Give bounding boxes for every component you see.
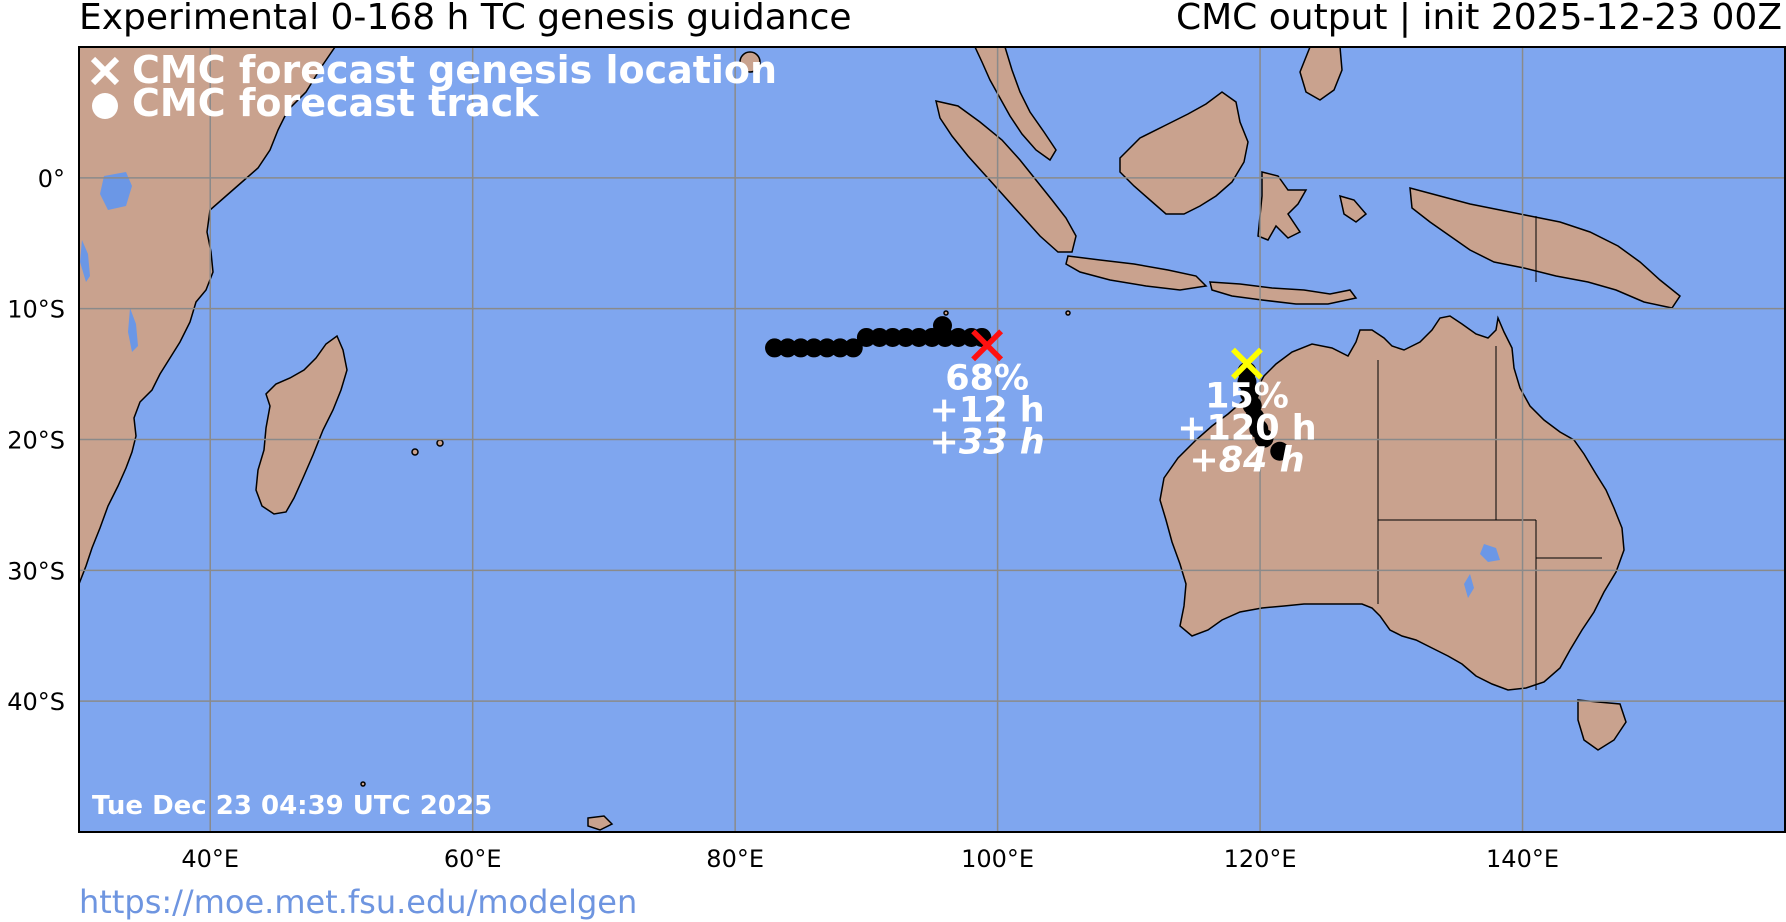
track-point: [804, 338, 824, 358]
track-point: [883, 327, 903, 347]
forecast-system-1: 68%+12 h+33 h: [765, 316, 1045, 462]
footer-url: https://moe.met.fsu.edu/modelgen: [79, 883, 637, 921]
axes: 40°E 60°E 80°E 100°E 120°E 140°E 0° 10°S 20°S 30°…: [7, 165, 1559, 873]
land-christmas-island: [1065, 310, 1071, 316]
land-sumatra: [934, 100, 1077, 253]
lakes: [80, 172, 1500, 598]
lake-victoria: [100, 172, 132, 210]
lon-tick-label: 80°E: [706, 845, 764, 873]
genesis-duration: +84 h: [1189, 441, 1304, 481]
lake-eyre: [1480, 544, 1500, 562]
map-frame: [78, 46, 1786, 833]
land-tasmania: [1577, 699, 1627, 751]
land-masses: [79, 47, 1682, 831]
genesis-probability: 15%: [1205, 377, 1289, 417]
genesis-marker: [971, 329, 1004, 362]
land-cocos-islands: [943, 310, 949, 316]
land-java: [1065, 255, 1208, 291]
track-point: [896, 327, 916, 347]
track-point: [856, 327, 876, 347]
track-point: [817, 338, 837, 358]
lon-tick-label: 100°E: [961, 845, 1034, 873]
genesis-lead-time: +120 h: [1177, 409, 1317, 449]
land-malay-peninsula: [974, 47, 1057, 162]
forecast-system-2: 15%+120 h+84 h: [1177, 347, 1317, 481]
timestamp: Tue Dec 23 04:39 UTC 2025: [92, 791, 492, 821]
land-africa: [79, 47, 336, 585]
gridlines: [79, 47, 1785, 832]
lon-tick-label: 140°E: [1486, 845, 1559, 873]
track-point: [909, 327, 929, 347]
track-point: [1254, 428, 1274, 448]
lon-tick-label: 60°E: [444, 845, 502, 873]
track-point: [778, 338, 798, 358]
lon-tick-label: 120°E: [1224, 845, 1297, 873]
land-sri-lanka: [739, 51, 761, 73]
lat-tick-label: 30°S: [7, 557, 65, 585]
genesis-probability: 68%: [945, 358, 1029, 398]
lat-tick-label: 0°: [38, 165, 65, 193]
land-mauritius: [436, 439, 444, 447]
land-borneo: [1119, 91, 1249, 215]
track-point: [830, 338, 850, 358]
lat-tick-label: 10°S: [7, 296, 65, 324]
track-point: [765, 338, 785, 358]
legend-track-label: CMC forecast track: [132, 81, 539, 125]
track-point: [791, 338, 811, 358]
political-borders: [1377, 216, 1602, 690]
legend-genesis-label: CMC forecast genesis location: [132, 48, 777, 92]
land-crozet: [360, 781, 366, 787]
land-australia: [1159, 315, 1625, 691]
land-philippines: [1299, 47, 1343, 101]
track-point: [935, 327, 955, 347]
genesis-lead-time: +12 h: [930, 390, 1045, 430]
track-point: [948, 327, 968, 347]
title-left: Experimental 0-168 h TC genesis guidance: [79, 0, 852, 38]
forecast-systems: 68%+12 h+33 h 15%+120 h+84 h: [765, 316, 1317, 481]
legend: CMC forecast genesis location CMC foreca…: [90, 48, 777, 125]
land-moluccas: [1338, 194, 1368, 223]
lake-malawi: [128, 308, 138, 352]
land-kerguelen: [587, 815, 614, 831]
lake-torrens: [1464, 574, 1474, 598]
map-area: 68%+12 h+33 h 15%+120 h+84 h CMC forecast…: [79, 47, 1785, 832]
land-madagascar: [255, 334, 348, 515]
title-right: CMC output | init 2025-12-23 00Z: [1176, 0, 1782, 38]
lat-tick-label: 20°S: [7, 427, 65, 455]
genesis-marker: [1231, 347, 1263, 380]
land-reunion: [411, 448, 419, 456]
lon-tick-label: 40°E: [181, 845, 239, 873]
track-point: [870, 327, 890, 347]
lake-tanganyika: [80, 240, 90, 282]
legend-track-icon: [92, 93, 118, 119]
genesis-duration: +33 h: [930, 422, 1045, 462]
lat-tick-label: 40°S: [7, 688, 65, 716]
legend-genesis-icon: [90, 56, 120, 86]
land-lesser-sunda: [1209, 281, 1358, 305]
track-point: [843, 338, 863, 358]
track-point: [1270, 441, 1290, 461]
